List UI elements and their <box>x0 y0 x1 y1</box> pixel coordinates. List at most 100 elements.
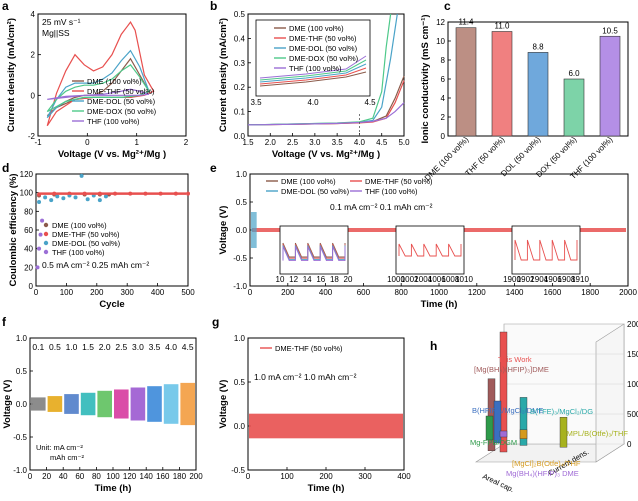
x-tick-label-b: 2.5 <box>287 138 299 147</box>
x-tick-label-b: 2.0 <box>265 138 277 147</box>
plot-frame-g <box>247 337 405 471</box>
y-tick-label-c: 4 <box>441 94 446 103</box>
inset-x-tick-label-e: 1002 <box>401 275 419 284</box>
y-tick-label-d: 120 <box>20 170 34 179</box>
x-axis-title-f: Time (h) <box>95 483 132 494</box>
y-tick-label-f: 0.0 <box>16 400 28 409</box>
data-point-d <box>38 232 43 237</box>
x-tick-label-b: 3.5 <box>332 138 344 147</box>
inset-x-tick-label-e: 1908 <box>558 275 576 284</box>
x-tick-label-d: 400 <box>151 288 165 297</box>
y-tick-label-g: -0.5 <box>231 466 245 475</box>
x-tick-label-f: 180 <box>173 472 187 481</box>
x-tick-label-a: 0 <box>85 138 90 147</box>
x-axis-title-g: Time (h) <box>308 483 345 494</box>
legend-entry-a: DME (100 vol%) <box>87 77 142 86</box>
y-tick-label-d: 0 <box>29 282 34 291</box>
x-tick-label-e: 0 <box>248 288 253 297</box>
plot-frame-a <box>37 13 187 137</box>
panel-letter: g <box>212 315 219 329</box>
y-tick-label-e: -1.0 <box>233 282 247 291</box>
inset-x-tick-label-e: 20 <box>344 275 353 284</box>
x-tick-label-g: 200 <box>319 472 333 481</box>
rate-segment-f <box>47 396 63 412</box>
legend-entry-a: DME-DOX (50 vol%) <box>87 107 157 116</box>
y-tick-label-e: 0.0 <box>236 226 248 235</box>
z-tick-label-h: 500 <box>627 410 638 419</box>
rate-label-f: 1.0 <box>66 342 78 352</box>
x-tick-label-d: 500 <box>181 288 195 297</box>
y-axis-title-g: Voltage (V) <box>218 380 229 429</box>
x-tick-label-f: 120 <box>123 472 137 481</box>
y-tick-label-a: 4 <box>31 10 36 19</box>
y-axis-title-d: Coulombic efficiency (%) <box>8 174 19 287</box>
bar-h <box>485 415 494 441</box>
inset-x-tick-label-b: 4.5 <box>364 98 376 107</box>
inset-x-tick-label-e: 1000 <box>387 275 405 284</box>
bar-label-h: [Mg(BH₄)(HFIP)₃]DME <box>474 365 549 374</box>
inset-series-line-e <box>398 243 462 257</box>
rate-segment-f <box>80 392 96 416</box>
rate-label-f: 1.5 <box>82 342 94 352</box>
bar-h <box>519 429 528 439</box>
legend-entry-b: DME (100 vol%) <box>289 24 344 33</box>
bar-label-h: Mg-FPB/DGM <box>470 438 517 447</box>
rate-label-f: 4.5 <box>182 342 194 352</box>
inset-x-tick-label-e: 16 <box>316 275 325 284</box>
y-tick-label-d: 60 <box>24 226 33 235</box>
legend-marker-d <box>43 222 49 228</box>
annotation-a: Mg||SS <box>42 28 70 38</box>
series-band-g <box>249 413 403 439</box>
annotation-e: 0.1 mA cm⁻² 0.1 mAh cm⁻² <box>330 202 433 212</box>
x-tick-label-e: 1000 <box>430 288 448 297</box>
x-tick-label-e: 400 <box>319 288 333 297</box>
panel-letter: b <box>210 0 217 13</box>
legend-marker-d <box>43 231 49 237</box>
bar-value-label-c: 8.8 <box>532 42 544 51</box>
inset-series-line-b <box>259 55 367 79</box>
bar-value-label-c: 11.0 <box>495 22 511 31</box>
bar-h <box>499 331 508 453</box>
x-tick-label-b: 4.0 <box>354 138 366 147</box>
y-tick-label-c: 0 <box>441 132 446 141</box>
panel-letter: c <box>444 0 451 13</box>
y-tick-label-f: 0.5 <box>16 367 28 376</box>
annotation-g: 1.0 mA cm⁻² 1.0 mAh cm⁻² <box>254 372 357 382</box>
y-tick-label-a: -2 <box>28 132 36 141</box>
inset-series-line-e <box>282 242 346 258</box>
bar-value-label-c: 11.4 <box>459 18 475 27</box>
y-tick-label-g: 0.5 <box>234 378 246 387</box>
bar-label-h: B(TFE)₃/MgCl₂/DG <box>530 407 593 416</box>
z-tick-label-h: 1000 <box>627 380 638 389</box>
x-tick-label-d: 300 <box>121 288 135 297</box>
y-tick-label-c: 8 <box>441 56 446 65</box>
x-tick-label-e: 1800 <box>581 288 599 297</box>
inset-series-line-e <box>282 246 346 262</box>
data-point-d <box>73 195 78 200</box>
inset-series-line-e <box>282 245 346 260</box>
inset-series-line-e <box>514 239 578 261</box>
y-tick-label-c: 2 <box>441 113 446 122</box>
rate-segment-f <box>114 389 129 419</box>
series-line-b <box>247 102 405 126</box>
y-tick-label-g: 1.0 <box>234 334 246 343</box>
x-axis-title-d: Cycle <box>99 299 124 310</box>
legend-entry-d: THF (100 vol%) <box>52 248 105 257</box>
data-point-d <box>85 197 90 202</box>
legend-entry-b: THF (100 vol%) <box>289 64 342 73</box>
y-tick-label-d: 100 <box>20 189 34 198</box>
data-point-d <box>61 196 66 201</box>
inset-x-tick-label-e: 1906 <box>544 275 562 284</box>
legend-entry-b: DME-DOX (50 vol%) <box>289 54 359 63</box>
legend-entry-d: DME (100 vol%) <box>52 221 107 230</box>
x-tick-label-e: 200 <box>281 288 295 297</box>
bar-c <box>527 52 549 137</box>
y-axis-title-b: Current density (mA/cm²) <box>218 18 229 132</box>
legend-entry-e: DME-THF (50 vol%) <box>365 177 433 186</box>
rate-segment-f <box>130 387 146 421</box>
rate-label-f: 0.5 <box>49 342 61 352</box>
inset-x-tick-label-e: 10 <box>276 275 285 284</box>
rate-segment-f <box>163 384 179 424</box>
y-tick-label-c: 10 <box>436 37 445 46</box>
